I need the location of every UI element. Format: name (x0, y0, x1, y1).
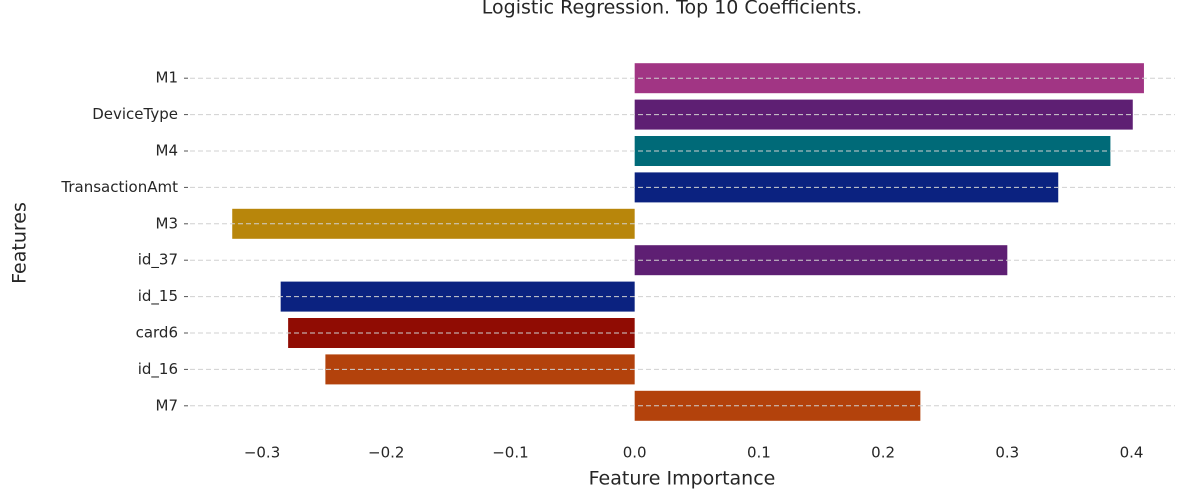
y-tick-label: DeviceType (92, 105, 178, 123)
x-tick-label: 0.3 (995, 444, 1019, 462)
y-tick-label: id_15 (138, 287, 178, 306)
y-axis-label: Features (9, 202, 31, 284)
x-tick-label: −0.2 (368, 444, 404, 462)
y-tick-label: M1 (156, 69, 179, 87)
x-tick-label: 0.4 (1120, 444, 1144, 462)
y-tick-label: M7 (156, 396, 179, 414)
y-tick-label: M3 (156, 214, 179, 232)
x-tick-label: −0.3 (244, 444, 280, 462)
y-tick-label: id_37 (138, 251, 178, 270)
y-tick-label: M4 (156, 142, 179, 160)
chart-title: Logistic Regression. Top 10 Coefficients… (482, 0, 862, 19)
x-axis-label: Feature Importance (589, 468, 776, 490)
x-tick-label: 0.1 (747, 444, 771, 462)
x-tick-label: 0.2 (871, 444, 895, 462)
y-tick-label: TransactionAmt (60, 178, 178, 196)
x-tick-label: 0.0 (623, 444, 647, 462)
x-tick-label: −0.1 (492, 444, 528, 462)
y-tick-label: id_16 (138, 360, 178, 379)
y-tick-label: card6 (136, 324, 178, 342)
